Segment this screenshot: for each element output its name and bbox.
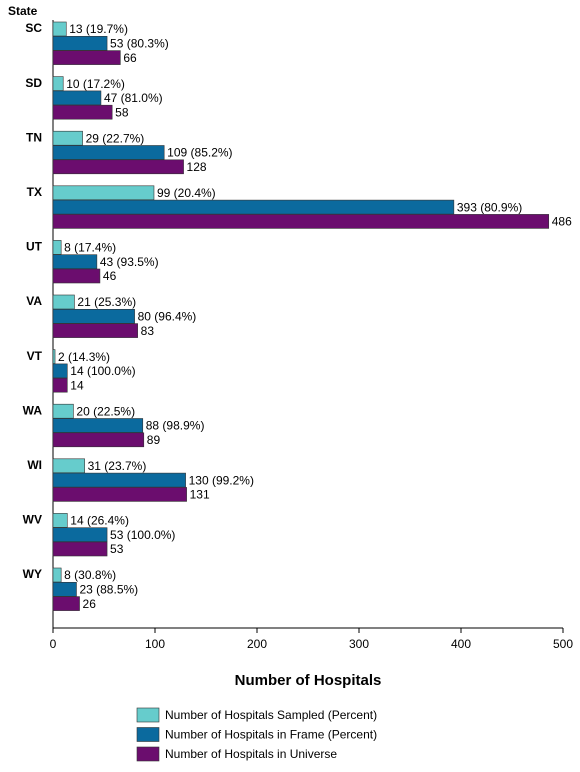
bar [52,487,187,502]
y-tick-label: SD [25,76,42,90]
data-label: 14 (100.0%) [70,364,135,378]
legend-label: Number of Hospitals in Universe [165,747,337,761]
bar [52,50,121,65]
bar [52,308,135,324]
x-tick-label: 0 [50,637,57,651]
bar [52,35,108,51]
bar [52,199,455,215]
data-label: 53 (80.3%) [110,36,169,50]
y-tick-label: WV [23,513,42,527]
bar [52,363,68,379]
y-axis-title: State [8,4,38,18]
bar [52,90,102,106]
data-label: 89 [147,433,161,447]
bar [52,21,67,37]
bar [52,323,138,338]
y-tick-label: VT [27,349,43,363]
data-label: 47 (81.0%) [104,91,163,105]
y-tick-label: WA [23,403,43,417]
legend-label: Number of Hospitals Sampled (Percent) [165,708,377,722]
data-label: 20 (22.5%) [76,404,135,418]
bar [52,130,83,146]
data-label: 14 (26.4%) [70,514,129,528]
data-label: 46 [103,269,117,283]
data-label: 66 [123,51,137,65]
bar [52,472,186,488]
data-label: 88 (98.9%) [146,419,205,433]
x-tick-label: 400 [451,637,471,651]
data-label: 109 (85.2%) [167,146,232,160]
data-label: 53 [110,542,124,556]
x-tick-label: 500 [553,637,573,651]
data-label: 8 (17.4%) [64,241,116,255]
bar [52,377,68,393]
data-label: 29 (22.7%) [86,131,145,145]
bar [52,268,101,284]
y-tick-label: VA [26,294,42,308]
y-tick-label: TX [27,185,42,199]
y-tick-label: WI [27,458,42,472]
data-label: 58 [115,105,129,119]
x-tick-label: 100 [145,637,165,651]
legend-swatch [136,707,160,723]
y-tick-label: WY [23,567,42,581]
bar [52,145,165,160]
legend-label: Number of Hospitals in Frame (Percent) [165,728,377,742]
x-tick-label: 200 [247,637,267,651]
x-axis-title: Number of Hospitals [235,672,382,689]
data-label: 13 (19.7%) [69,22,128,36]
bar [52,294,75,310]
data-label: 10 (17.2%) [66,77,125,91]
bar [52,513,68,528]
bar [52,254,98,269]
y-tick-label: SC [25,21,42,35]
data-label: 23 (88.5%) [79,582,138,596]
data-label: 26 [83,597,97,611]
bar [52,403,74,419]
bar [52,596,80,611]
bar [52,567,62,583]
data-label: 14 [70,378,84,392]
bar [52,432,145,448]
y-tick-label: TN [26,130,42,144]
bar [52,76,64,91]
data-label: 486 [552,215,572,229]
data-label: 43 (93.5%) [100,255,159,269]
x-tick-label: 300 [349,637,369,651]
data-label: 393 (80.9%) [457,200,522,214]
bar [52,159,184,175]
data-label: 83 [141,324,155,338]
data-label: 53 (100.0%) [110,528,175,542]
bar [52,185,155,201]
legend-swatch [136,727,160,742]
bar [52,104,113,120]
bar [52,581,77,597]
data-label: 31 (23.7%) [88,459,147,473]
bar [52,349,56,364]
data-label: 99 (20.4%) [157,186,216,200]
data-label: 130 (99.2%) [189,473,254,487]
data-label: 80 (96.4%) [138,309,197,323]
data-label: 2 (14.3%) [58,350,110,364]
bar [52,418,144,433]
data-label: 131 [190,488,210,502]
bar [52,240,62,255]
legend-swatch [136,746,160,762]
bar [52,458,85,474]
bar [52,527,108,543]
data-label: 128 [187,160,207,174]
bar [52,541,108,557]
y-tick-label: UT [26,240,43,254]
data-label: 8 (30.8%) [64,568,116,582]
bar [52,214,550,229]
data-label: 21 (25.3%) [77,295,136,309]
